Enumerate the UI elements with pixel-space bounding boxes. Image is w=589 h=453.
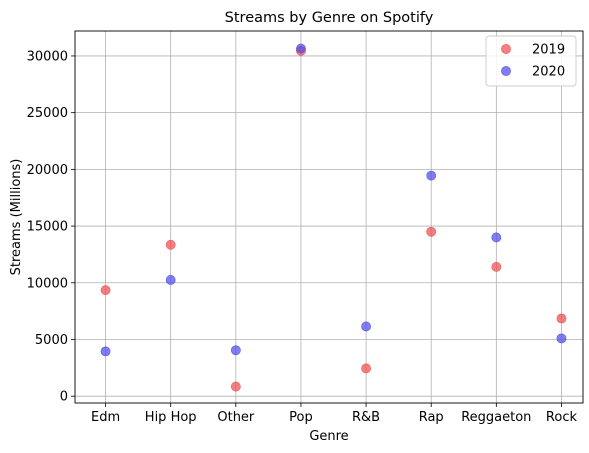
legend-marker-2020	[501, 66, 511, 76]
grid-lines	[75, 31, 583, 403]
point-2019	[426, 226, 437, 237]
chart-title: Streams by Genre on Spotify	[225, 10, 434, 26]
legend: 2019 2020	[485, 35, 577, 87]
point-2020	[426, 170, 437, 181]
x-tick-label: Other	[217, 410, 255, 425]
y-tick-label: 15000	[27, 220, 68, 235]
x-tick-label: Pop	[289, 410, 313, 425]
point-2020	[296, 43, 306, 54]
point-2019	[165, 239, 176, 250]
x-tick-label: Rap	[419, 410, 444, 425]
point-2019	[230, 381, 241, 392]
point-2020	[491, 232, 502, 243]
y-axis-label: Streams (Millions)	[9, 159, 24, 276]
legend-label-2020: 2020	[532, 65, 565, 80]
y-tick-label: 10000	[27, 276, 68, 291]
y-tick-label: 0	[60, 390, 68, 405]
x-axis-label: Genre	[309, 429, 348, 444]
point-2020	[165, 275, 176, 285]
point-2020	[230, 345, 241, 356]
axis-ticks: Edm Hip Hop Other Pop R&B Rap Reggaeton Rock 0 50…	[27, 49, 578, 425]
point-2020	[556, 333, 567, 344]
y-tick-label: 5000	[35, 333, 68, 348]
point-2020	[361, 321, 371, 332]
y-tick-label: 30000	[27, 49, 68, 64]
point-2019	[100, 285, 111, 296]
x-tick-label: Rock	[546, 410, 578, 425]
plot-area-frame	[74, 30, 584, 404]
y-tick-label: 20000	[27, 163, 68, 178]
x-tick-label: Reggaeton	[461, 410, 531, 425]
x-tick-label: Hip Hop	[145, 410, 197, 425]
legend-label-2019: 2019	[532, 43, 565, 58]
y-tick-label: 25000	[27, 106, 68, 121]
data-points	[100, 43, 567, 392]
point-2019	[556, 313, 567, 324]
x-tick-label: Edm	[91, 410, 120, 425]
x-tick-label: R&B	[352, 410, 380, 425]
point-2020	[100, 346, 111, 357]
legend-marker-2019	[501, 44, 511, 54]
point-2019	[491, 262, 502, 272]
point-2019	[361, 363, 371, 374]
